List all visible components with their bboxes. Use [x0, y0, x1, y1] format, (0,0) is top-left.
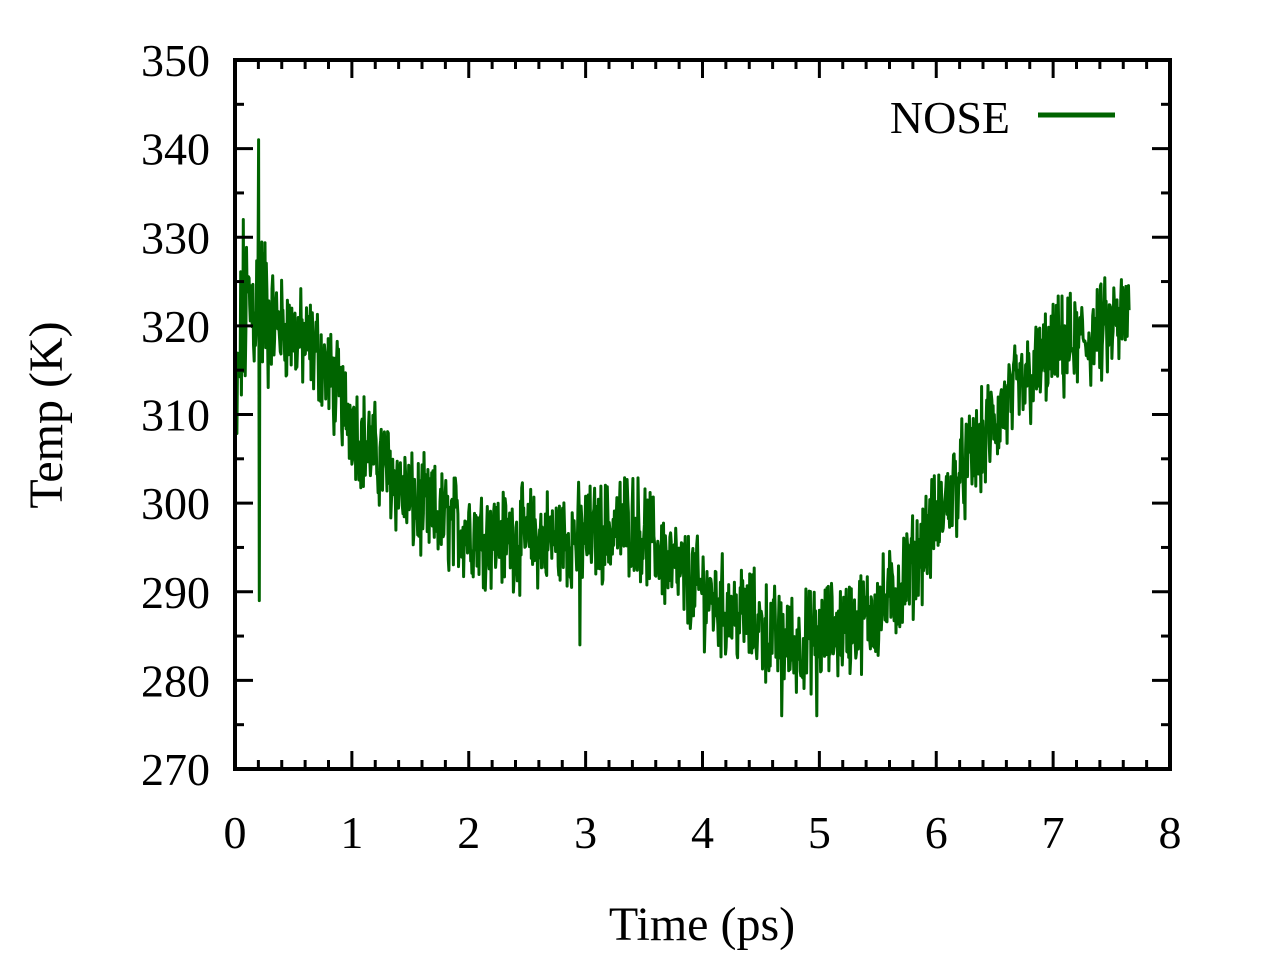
y-tick-label: 270	[141, 744, 210, 795]
x-tick-label: 5	[808, 807, 831, 858]
axis-ticks	[233, 58, 1172, 771]
y-axis-title: Temp (K)	[20, 321, 73, 508]
x-tick-label: 6	[925, 807, 948, 858]
y-tick-label: 310	[141, 390, 210, 441]
x-tick-label: 1	[340, 807, 363, 858]
y-tick-label: 320	[141, 301, 210, 352]
legend: NOSE	[890, 92, 1115, 143]
y-tick-label: 340	[141, 124, 210, 175]
x-tick-label: 0	[224, 807, 247, 858]
x-tick-label: 2	[457, 807, 480, 858]
x-tick-label: 3	[574, 807, 597, 858]
x-tick-labels: 0 1 2 3 4 5 6 7 8	[224, 807, 1182, 858]
x-tick-label: 7	[1042, 807, 1065, 858]
y-tick-label: 280	[141, 655, 210, 706]
x-tick-label: 8	[1159, 807, 1182, 858]
y-tick-label: 350	[141, 35, 210, 86]
legend-label-nose: NOSE	[890, 92, 1010, 143]
y-tick-label: 290	[141, 567, 210, 618]
plot-area	[233, 138, 1131, 718]
y-tick-label: 330	[141, 212, 210, 263]
x-axis-title: Time (ps)	[609, 898, 795, 951]
y-tick-labels: 270 280 290 300 310 320 330 340 350	[141, 35, 210, 795]
y-tick-label: 300	[141, 478, 210, 529]
series-line-nose	[233, 138, 1131, 718]
x-tick-label: 4	[691, 807, 714, 858]
